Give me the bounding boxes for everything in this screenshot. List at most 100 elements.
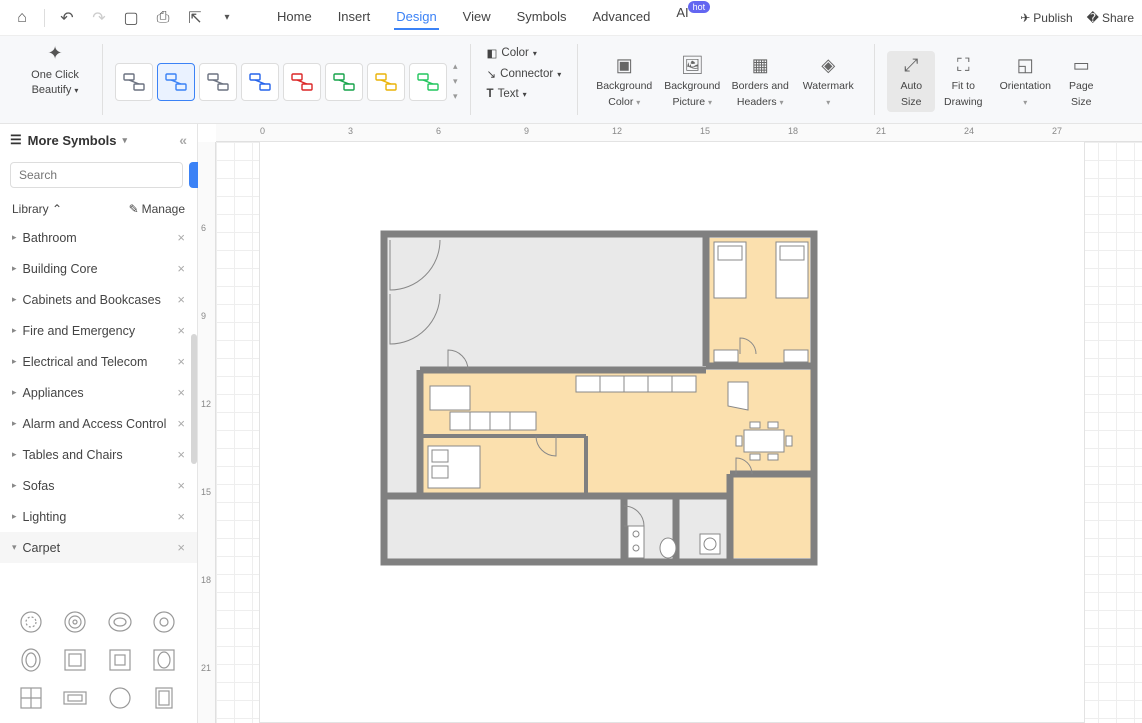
carpet-symbol-4[interactable] bbox=[14, 645, 48, 675]
chevron-icon: ▸ bbox=[12, 449, 17, 460]
category-label: Electrical and Telecom bbox=[23, 355, 148, 369]
close-icon[interactable]: × bbox=[177, 292, 185, 307]
close-icon[interactable]: × bbox=[177, 540, 185, 555]
style-preset-5[interactable] bbox=[325, 63, 363, 101]
category-electrical-and-telecom[interactable]: ▸Electrical and Telecom× bbox=[0, 346, 197, 377]
canvas-area: 0369121518212427 6912151821 bbox=[198, 124, 1142, 723]
close-icon[interactable]: × bbox=[177, 385, 185, 400]
styles-more[interactable]: ▾ bbox=[453, 91, 458, 102]
chevron-icon: ▸ bbox=[12, 294, 17, 305]
carpet-symbols-grid bbox=[0, 597, 197, 723]
style-preset-3[interactable] bbox=[241, 63, 279, 101]
style-preset-2[interactable] bbox=[199, 63, 237, 101]
category-label: Appliances bbox=[23, 386, 84, 400]
redo-icon[interactable]: ↷ bbox=[85, 4, 113, 32]
tab-view[interactable]: View bbox=[461, 5, 493, 30]
export-icon[interactable]: ⇱ bbox=[181, 4, 209, 32]
manage-button[interactable]: ✎ Manage bbox=[129, 202, 185, 216]
close-icon[interactable]: × bbox=[177, 354, 185, 369]
text-dropdown[interactable]: T Text ▾ bbox=[483, 86, 566, 102]
library-label[interactable]: Library ⌃ bbox=[12, 202, 62, 216]
category-bathroom[interactable]: ▸Bathroom× bbox=[0, 222, 197, 253]
share-button[interactable]: � Share bbox=[1087, 11, 1134, 25]
close-icon[interactable]: × bbox=[177, 416, 185, 431]
collapse-sidebar-icon[interactable]: « bbox=[179, 132, 187, 148]
tab-design[interactable]: Design bbox=[394, 5, 438, 30]
chevron-icon: ▸ bbox=[12, 387, 17, 398]
connector-dropdown[interactable]: ↘ Connector ▾ bbox=[483, 65, 566, 83]
carpet-symbol-5[interactable] bbox=[58, 645, 92, 675]
carpet-symbol-2[interactable] bbox=[103, 607, 137, 637]
bg-color-button[interactable]: ▣BackgroundColor ▾ bbox=[590, 51, 658, 112]
sidebar-title: More Symbols bbox=[28, 133, 117, 148]
carpet-symbol-10[interactable] bbox=[103, 683, 137, 713]
close-icon[interactable]: × bbox=[177, 230, 185, 245]
orientation-button[interactable]: ◱Orientation▾ bbox=[991, 51, 1059, 112]
styles-down[interactable]: ▾ bbox=[453, 76, 458, 87]
style-preset-1[interactable] bbox=[157, 63, 195, 101]
category-building-core[interactable]: ▸ Building Core × bbox=[0, 253, 197, 284]
category-sofas[interactable]: ▸Sofas× bbox=[0, 470, 197, 501]
search-input[interactable] bbox=[10, 162, 183, 188]
home-icon[interactable]: ⌂ bbox=[8, 4, 36, 32]
style-preset-7[interactable] bbox=[409, 63, 447, 101]
style-preset-4[interactable] bbox=[283, 63, 321, 101]
titlebar: ⌂ ↶ ↷ ▢ ⎙ ⇱ ▾ Home Insert Design View Sy… bbox=[0, 0, 1142, 36]
tab-insert[interactable]: Insert bbox=[336, 5, 373, 30]
category-lighting[interactable]: ▸Lighting× bbox=[0, 501, 197, 532]
category-cabinets-and-bookcases[interactable]: ▸Cabinets and Bookcases× bbox=[0, 284, 197, 315]
watermark-button[interactable]: ◈Watermark▾ bbox=[794, 51, 862, 112]
category-tables-and-chairs[interactable]: ▸ Tables and Chairs × bbox=[0, 439, 197, 470]
borders-button[interactable]: ▦Borders andHeaders ▾ bbox=[726, 51, 794, 112]
carpet-symbol-1[interactable] bbox=[58, 607, 92, 637]
floorplan-diagram[interactable] bbox=[380, 230, 818, 566]
tab-home[interactable]: Home bbox=[275, 5, 314, 30]
bg-picture-button[interactable]: 🖼BackgroundPicture ▾ bbox=[658, 51, 726, 112]
category-label: Sofas bbox=[23, 479, 55, 493]
carpet-symbol-3[interactable] bbox=[147, 607, 181, 637]
page-setup-group: ⤢AutoSize ⛶Fit toDrawing ◱Orientation▾ ▭… bbox=[879, 36, 1111, 123]
chevron-icon: ▸ bbox=[12, 263, 17, 274]
more-icon[interactable]: ▾ bbox=[213, 4, 241, 32]
fit-drawing-button[interactable]: ⛶Fit toDrawing bbox=[935, 51, 991, 112]
carpet-symbol-0[interactable] bbox=[14, 607, 48, 637]
carpet-symbol-9[interactable] bbox=[58, 683, 92, 713]
drawing-page[interactable] bbox=[260, 142, 1084, 722]
beautify-styles-group: ▴ ▾ ▾ Beautify bbox=[107, 36, 466, 123]
canvas[interactable] bbox=[216, 142, 1142, 723]
oneclick-beautify[interactable]: ✦ One Click Beautify ▾ bbox=[12, 36, 98, 123]
category-carpet[interactable]: ▾Carpet× bbox=[0, 532, 197, 563]
undo-icon[interactable]: ↶ bbox=[53, 4, 81, 32]
tab-symbols[interactable]: Symbols bbox=[515, 5, 569, 30]
close-icon[interactable]: × bbox=[177, 478, 185, 493]
autosize-button[interactable]: ⤢AutoSize bbox=[887, 51, 935, 112]
carpet-symbol-7[interactable] bbox=[147, 645, 181, 675]
tab-advanced[interactable]: Advanced bbox=[590, 5, 652, 30]
category-fire-and-emergency[interactable]: ▸Fire and Emergency× bbox=[0, 315, 197, 346]
carpet-symbol-11[interactable] bbox=[147, 683, 181, 713]
carpet-symbol-8[interactable] bbox=[14, 683, 48, 713]
category-appliances[interactable]: ▸ Appliances × bbox=[0, 377, 197, 408]
ruler-horizontal: 0369121518212427 bbox=[216, 124, 1142, 142]
color-dropdown[interactable]: ◧ Color ▾ bbox=[483, 44, 566, 62]
sparkle-icon: ✦ bbox=[20, 42, 90, 65]
print-icon[interactable]: ⎙ bbox=[149, 4, 177, 32]
close-icon[interactable]: × bbox=[177, 261, 185, 276]
background-group: ▣BackgroundColor ▾ 🖼BackgroundPicture ▾ … bbox=[582, 36, 870, 123]
publish-button[interactable]: ✈ Publish bbox=[1020, 11, 1072, 25]
close-icon[interactable]: × bbox=[177, 447, 185, 462]
sidebar-scrollbar[interactable] bbox=[191, 334, 197, 464]
format-group: ◧ Color ▾ ↘ Connector ▾ T Text ▾ bbox=[475, 36, 574, 123]
close-icon[interactable]: × bbox=[177, 509, 185, 524]
category-label: Tables and Chairs bbox=[23, 448, 123, 462]
category-label: Building Core bbox=[23, 262, 98, 276]
chevron-icon: ▸ bbox=[12, 232, 17, 243]
close-icon[interactable]: × bbox=[177, 323, 185, 338]
carpet-symbol-6[interactable] bbox=[103, 645, 137, 675]
pagesize-button[interactable]: ▭PageSize bbox=[1059, 51, 1103, 112]
category-alarm-and-access-control[interactable]: ▸Alarm and Access Control× bbox=[0, 408, 197, 439]
style-preset-6[interactable] bbox=[367, 63, 405, 101]
style-preset-0[interactable] bbox=[115, 63, 153, 101]
save-icon[interactable]: ▢ bbox=[117, 4, 145, 32]
styles-up[interactable]: ▴ bbox=[453, 61, 458, 72]
